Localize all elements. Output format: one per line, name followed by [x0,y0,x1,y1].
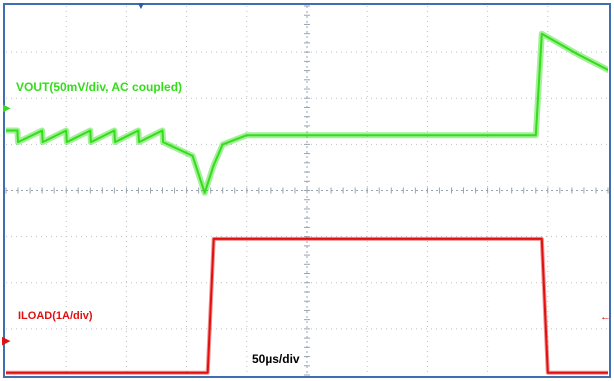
trigger-level-arrow-icon: ← [600,311,611,323]
vout-ground-marker-icon: ▶ [3,103,11,114]
time-scale-label: 50µs/div [252,352,300,366]
trigger-position-icon: ▼ [136,1,146,12]
vout-channel-label: VOUT(50mV/div, AC coupled) [16,80,182,94]
iload-trace [6,237,608,374]
iload-channel-label: ILOAD(1A/div) [18,310,93,322]
iload-ground-marker-icon: ▶ [2,335,11,347]
traces [6,30,608,375]
vout-trace [6,32,608,194]
screen-frame [3,3,611,378]
graticule [5,5,609,376]
